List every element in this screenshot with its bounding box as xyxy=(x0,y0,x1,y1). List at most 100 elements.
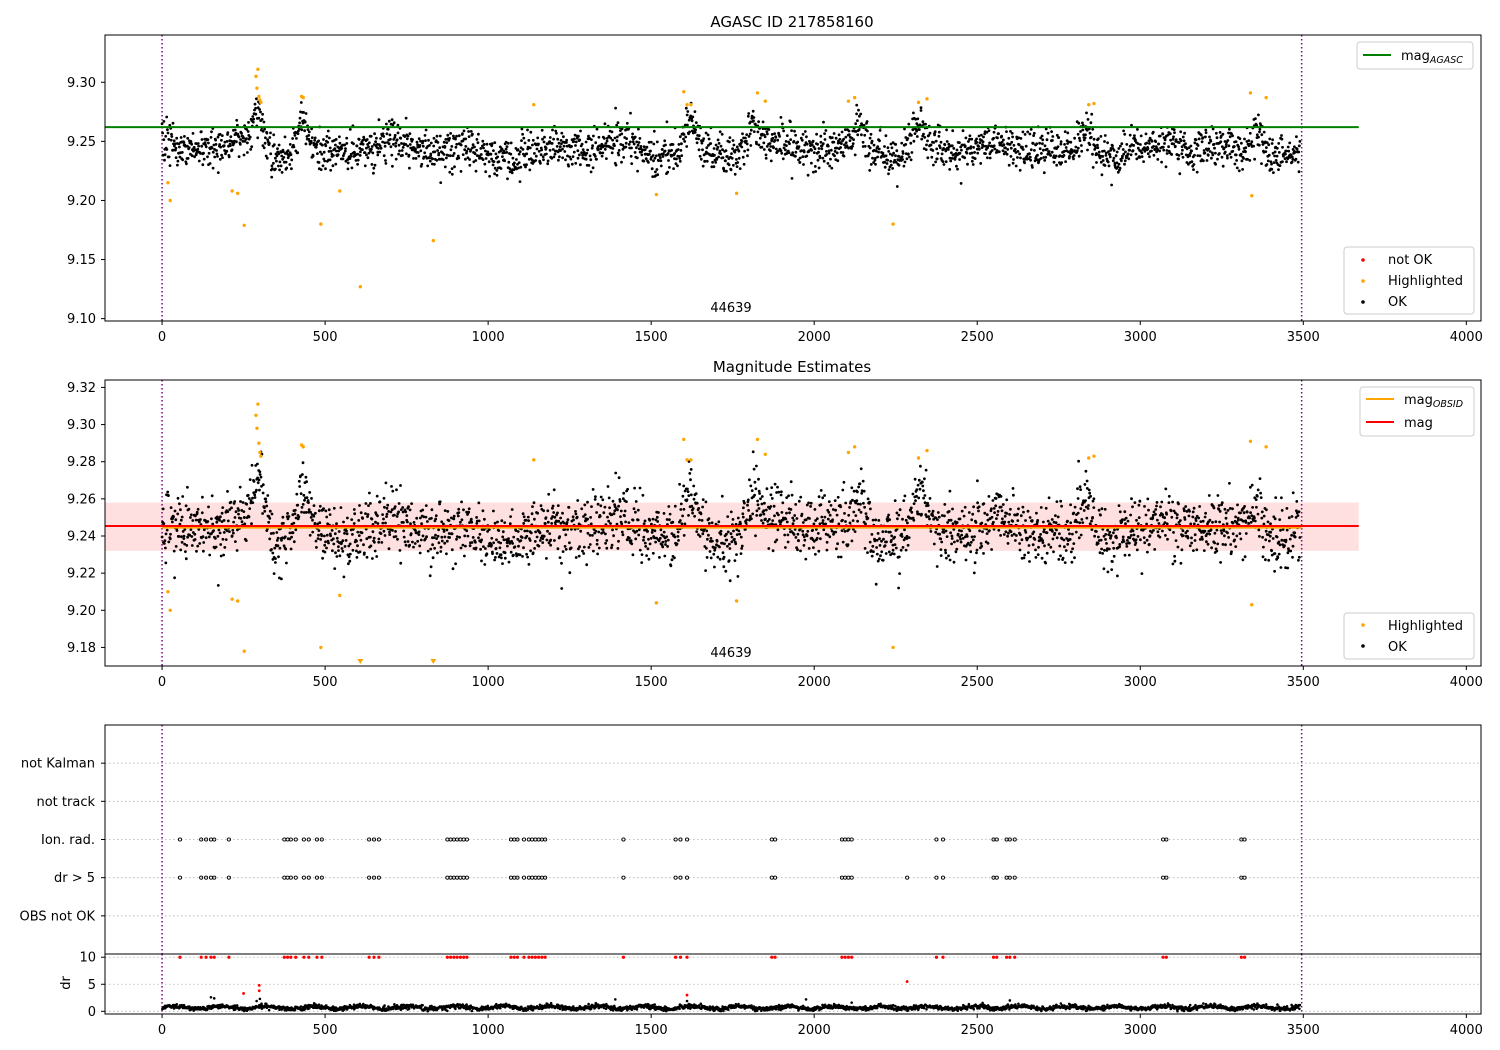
ok-point xyxy=(566,528,569,531)
ok-point xyxy=(892,552,896,556)
ok-point xyxy=(716,138,720,142)
ok-point xyxy=(163,539,167,543)
ok-point xyxy=(1085,479,1089,483)
ok-point xyxy=(587,164,591,167)
ok-point xyxy=(971,538,975,542)
ok-point xyxy=(417,154,421,158)
ok-point xyxy=(682,133,686,136)
ok-point xyxy=(655,515,659,519)
ok-point xyxy=(356,152,360,156)
ok-point xyxy=(226,490,229,493)
ok-point xyxy=(864,512,868,515)
ok-point xyxy=(806,529,810,533)
ok-point xyxy=(1123,510,1127,514)
ok-point xyxy=(206,138,210,142)
ok-point xyxy=(625,538,629,542)
ok-point xyxy=(947,518,951,522)
ok-point xyxy=(734,542,738,546)
ok-point xyxy=(620,160,623,164)
ok-point xyxy=(1199,133,1203,137)
ok-point xyxy=(1260,162,1263,166)
ok-point xyxy=(722,555,726,559)
ok-point xyxy=(1042,530,1046,534)
ok-point xyxy=(954,550,958,554)
highlighted-point xyxy=(338,189,342,193)
ok-point xyxy=(322,507,325,510)
ok-point xyxy=(517,166,520,170)
ok-point xyxy=(615,123,619,127)
ok-point xyxy=(1154,140,1158,144)
ok-point xyxy=(428,144,431,147)
ok-point xyxy=(1077,121,1081,125)
ok-point xyxy=(900,141,904,145)
ok-point xyxy=(280,171,284,174)
ok-point xyxy=(468,163,472,167)
ok-point xyxy=(963,144,967,148)
ok-point xyxy=(728,547,732,550)
ok-point xyxy=(549,543,552,547)
ok-point xyxy=(808,517,811,520)
ok-point xyxy=(279,164,283,168)
ok-point xyxy=(1150,531,1154,534)
ok-point xyxy=(1069,550,1073,554)
ok-point xyxy=(1293,145,1296,149)
ok-point xyxy=(219,145,223,149)
ok-point xyxy=(884,552,888,555)
ok-point xyxy=(1012,532,1016,536)
ok-point xyxy=(556,547,560,551)
ok-point xyxy=(903,528,906,532)
ok-point xyxy=(389,145,393,149)
ok-point xyxy=(613,144,616,148)
ok-point xyxy=(1152,153,1156,157)
ok-point xyxy=(319,538,322,541)
ok-point xyxy=(462,508,465,512)
ok-point xyxy=(620,530,624,534)
ok-point xyxy=(312,514,316,518)
ok-point xyxy=(1103,140,1106,143)
ok-point xyxy=(656,520,660,523)
ok-point xyxy=(969,550,973,554)
ok-point xyxy=(755,509,759,513)
ok-point xyxy=(870,139,874,143)
ok-point xyxy=(636,518,640,522)
ok-point xyxy=(252,480,256,483)
ok-point xyxy=(372,171,375,175)
ok-point xyxy=(1129,530,1133,533)
ok-point xyxy=(1296,160,1300,164)
ok-point xyxy=(940,540,944,544)
ok-point xyxy=(393,133,397,137)
ok-point xyxy=(1099,160,1103,164)
ok-point xyxy=(393,505,397,508)
ok-point xyxy=(608,506,611,510)
ok-point xyxy=(855,112,858,116)
ok-point xyxy=(1290,160,1294,164)
ok-point xyxy=(1123,132,1127,136)
ok-point xyxy=(933,133,936,137)
ok-point xyxy=(189,513,193,517)
ok-point xyxy=(527,563,531,566)
ok-point xyxy=(334,138,338,141)
ok-point xyxy=(738,532,742,536)
ok-point xyxy=(1083,136,1087,140)
ok-point xyxy=(1096,542,1100,545)
ok-point xyxy=(1100,507,1104,511)
ok-point xyxy=(190,154,194,158)
ok-point xyxy=(1135,548,1139,552)
ok-point xyxy=(756,130,760,134)
ok-point xyxy=(1154,508,1158,511)
ok-point xyxy=(1172,531,1175,534)
ok-point xyxy=(422,515,426,519)
ok-point xyxy=(195,549,198,553)
ok-point xyxy=(948,489,952,493)
ok-point xyxy=(734,148,737,152)
ok-point xyxy=(908,155,911,159)
ok-point xyxy=(367,504,370,507)
ok-point xyxy=(1086,118,1090,121)
ok-point xyxy=(432,136,436,140)
ok-point xyxy=(386,503,390,507)
ok-point xyxy=(794,150,798,154)
ok-point xyxy=(325,515,329,519)
ok-point xyxy=(512,168,516,172)
ok-point xyxy=(308,491,312,494)
ok-point xyxy=(856,502,860,506)
